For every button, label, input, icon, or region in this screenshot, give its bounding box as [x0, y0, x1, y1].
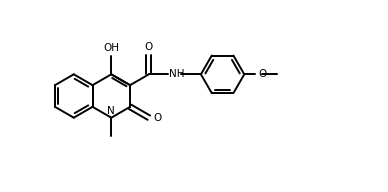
Text: NH: NH — [170, 69, 185, 79]
Text: O: O — [154, 113, 162, 123]
Text: N: N — [107, 106, 115, 116]
Text: O: O — [145, 42, 153, 52]
Text: O: O — [258, 69, 266, 79]
Text: OH: OH — [103, 43, 120, 53]
